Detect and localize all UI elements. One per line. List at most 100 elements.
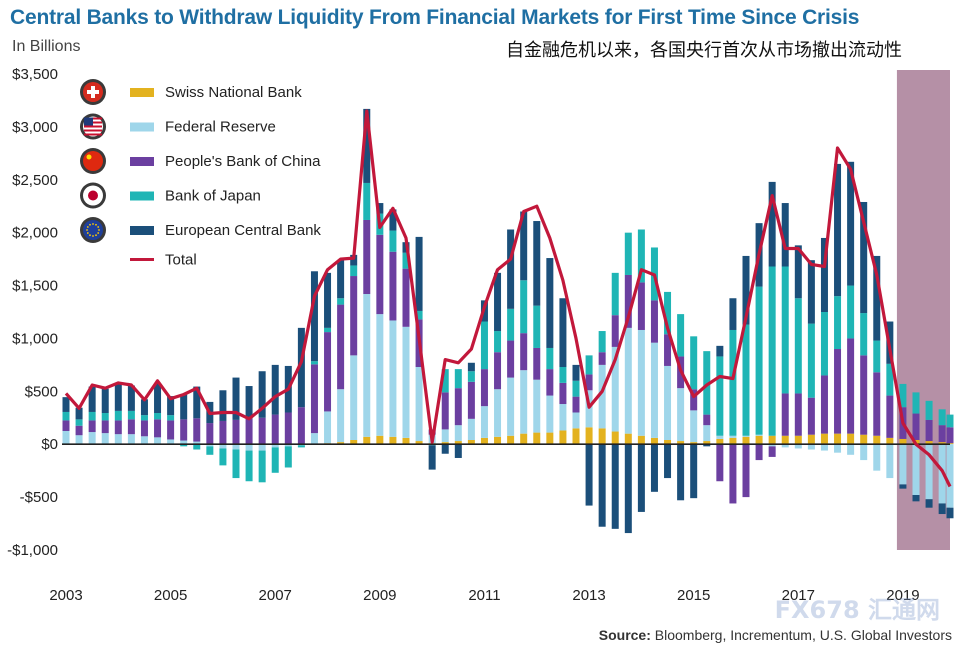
legend-swatch-boj bbox=[130, 191, 154, 201]
bar-segment-pboc bbox=[127, 419, 135, 435]
bar-segment-snb bbox=[677, 441, 685, 445]
bar-segment-boj bbox=[284, 446, 292, 468]
bar-segment-pboc bbox=[847, 338, 855, 434]
bar-segment-snb bbox=[363, 436, 371, 445]
y-tick-label: $1,000 bbox=[12, 330, 58, 347]
bar-segment-pboc bbox=[664, 334, 672, 366]
x-tick-label: 2009 bbox=[363, 587, 396, 604]
bar-segment-pboc bbox=[572, 396, 580, 413]
bar-segment-ecb bbox=[507, 229, 515, 309]
legend-label: Federal Reserve bbox=[165, 119, 276, 136]
bar-segment-ecb bbox=[520, 211, 528, 281]
bar-segment-fed bbox=[324, 411, 332, 444]
eu-flag-star bbox=[89, 234, 91, 237]
legend-swatch-snb bbox=[130, 88, 154, 97]
bar-segment-fed bbox=[834, 444, 842, 453]
bar-segment-boj bbox=[546, 347, 554, 370]
bar-segment-pboc bbox=[284, 412, 292, 445]
bar-segment-ecb bbox=[376, 203, 384, 214]
bar-segment-boj bbox=[324, 327, 332, 333]
bar-segment-snb bbox=[690, 442, 698, 445]
bar-segment-boj bbox=[363, 182, 371, 220]
bar-segment-snb bbox=[611, 431, 619, 445]
bar-segment-boj bbox=[946, 414, 954, 428]
bar-segment-boj bbox=[62, 411, 70, 421]
y-tick-label: $0 bbox=[41, 436, 58, 453]
bar-segment-pboc bbox=[585, 374, 593, 391]
bar-segment-fed bbox=[729, 435, 737, 438]
bar-segment-fed bbox=[559, 404, 567, 431]
chinese-subtitle: 自金融危机以来，各国央行首次从市场撤出流动性 bbox=[506, 40, 902, 61]
bar-segment-snb bbox=[899, 438, 907, 445]
bar-segment-snb bbox=[820, 433, 828, 445]
legend-label: Bank of Japan bbox=[165, 188, 261, 205]
legend-label: Total bbox=[165, 252, 197, 269]
bar-segment-fed bbox=[703, 425, 711, 442]
bar-segment-boj bbox=[494, 331, 502, 353]
y-tick-label: $3,500 bbox=[12, 66, 58, 83]
bar-segment-ecb bbox=[585, 444, 593, 506]
bar-segment-pboc bbox=[546, 369, 554, 396]
bar-segment-snb bbox=[637, 435, 645, 445]
bar-segment-snb bbox=[520, 433, 528, 445]
bar-segment-ecb bbox=[154, 383, 162, 414]
bar-segment-pboc bbox=[637, 282, 645, 330]
bar-segment-pboc bbox=[912, 413, 920, 440]
bar-segment-ecb bbox=[873, 255, 881, 341]
bar-segment-ecb bbox=[624, 444, 632, 534]
units-label: In Billions bbox=[12, 38, 81, 55]
bar-segment-ecb bbox=[337, 260, 345, 299]
bar-segment-ecb bbox=[219, 390, 227, 421]
bar-segment-pboc bbox=[337, 304, 345, 390]
y-tick-label: $2,500 bbox=[12, 172, 58, 189]
legend-label: People's Bank of China bbox=[165, 153, 321, 170]
bar-segment-snb bbox=[507, 435, 515, 445]
bar-segment-boj bbox=[834, 296, 842, 350]
bar-segment-boj bbox=[389, 230, 397, 252]
bar-segment-ecb bbox=[598, 444, 606, 527]
bar-segment-pboc bbox=[167, 420, 175, 440]
legend-swatch-fed bbox=[130, 122, 154, 132]
us-flag-icon bbox=[80, 113, 106, 140]
bar-segment-boj bbox=[899, 383, 907, 408]
bar-segment-pboc bbox=[232, 419, 240, 445]
bar-segment-snb bbox=[585, 427, 593, 445]
bar-segment-snb bbox=[729, 437, 737, 445]
legend-swatch-ecb bbox=[130, 226, 154, 235]
bar-segment-snb bbox=[415, 441, 423, 445]
bar-segment-boj bbox=[167, 415, 175, 421]
bar-segment-boj bbox=[585, 355, 593, 375]
bar-segment-snb bbox=[337, 442, 345, 445]
total-line-layer bbox=[64, 109, 952, 488]
bar-segment-boj bbox=[781, 266, 789, 394]
bar-segment-boj bbox=[88, 411, 96, 421]
bar-segment-boj bbox=[925, 400, 933, 420]
bar-segment-fed bbox=[245, 444, 253, 451]
bar-segment-pboc bbox=[376, 234, 384, 315]
bar-segment-ecb bbox=[62, 397, 70, 412]
bar-segment-boj bbox=[533, 305, 541, 348]
bar-segment-fed bbox=[742, 435, 750, 437]
bar-segment-ecb bbox=[572, 364, 580, 381]
bar-segment-fed bbox=[899, 444, 907, 485]
bar-segment-snb bbox=[624, 433, 632, 445]
bar-segment-snb bbox=[807, 434, 815, 445]
bar-segment-pboc bbox=[480, 369, 488, 407]
eu-flag-star bbox=[86, 232, 89, 234]
bar-segment-ecb bbox=[860, 201, 868, 314]
bar-segment-snb bbox=[716, 438, 724, 445]
bar-segment-fed bbox=[219, 444, 227, 449]
bar-segment-pboc bbox=[101, 420, 109, 434]
bar-segment-pboc bbox=[925, 419, 933, 442]
bar-segment-boj bbox=[768, 266, 776, 436]
bar-segment-ecb bbox=[899, 484, 907, 489]
y-tick-label: $2,000 bbox=[12, 225, 58, 242]
bar-segment-ecb bbox=[350, 254, 358, 266]
bar-segment-fed bbox=[533, 379, 541, 433]
bar-segment-pboc bbox=[520, 333, 528, 371]
source-note: Source: Bloomberg, Incrementum, U.S. Glo… bbox=[599, 627, 952, 643]
bar-segment-boj bbox=[402, 252, 410, 269]
bar-segment-fed bbox=[507, 377, 515, 436]
bar-segment-boj bbox=[559, 367, 567, 383]
bar-segment-ecb bbox=[946, 507, 954, 519]
